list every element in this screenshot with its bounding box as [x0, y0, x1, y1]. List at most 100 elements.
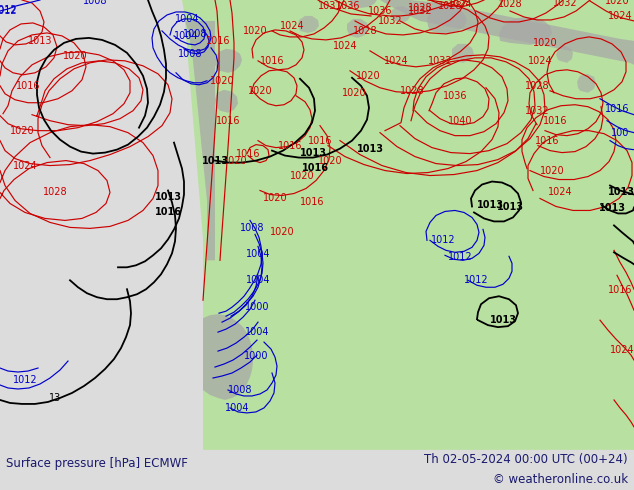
Text: 1028: 1028 [408, 3, 432, 13]
Text: 1012: 1012 [463, 275, 488, 285]
Text: 1012: 1012 [448, 252, 472, 262]
Text: Surface pressure [hPa] ECMWF: Surface pressure [hPa] ECMWF [6, 457, 188, 470]
Text: 1024: 1024 [384, 56, 408, 66]
Text: 1013: 1013 [598, 203, 626, 214]
Text: 1012: 1012 [430, 235, 455, 245]
Text: 1016: 1016 [216, 116, 240, 125]
Polygon shape [203, 314, 253, 400]
Text: 1004: 1004 [175, 14, 199, 24]
Text: 1000: 1000 [243, 351, 268, 361]
Text: 1020: 1020 [210, 76, 235, 86]
Text: 1013: 1013 [496, 202, 524, 213]
Text: 1024: 1024 [610, 345, 634, 355]
Text: 1016: 1016 [260, 56, 284, 66]
Text: 1020: 1020 [223, 156, 247, 166]
Text: 1004: 1004 [224, 403, 249, 413]
Text: 1020: 1020 [342, 88, 366, 98]
Text: 1008: 1008 [183, 29, 207, 39]
Text: 1016: 1016 [534, 136, 559, 146]
Polygon shape [452, 44, 474, 63]
Polygon shape [347, 19, 369, 38]
Text: 1016: 1016 [155, 207, 181, 218]
Text: 1004: 1004 [245, 327, 269, 337]
Text: 1020: 1020 [533, 38, 557, 48]
Text: 1024: 1024 [13, 161, 37, 171]
Text: 1004: 1004 [246, 249, 270, 259]
Text: 1020: 1020 [540, 166, 564, 175]
Text: 1032: 1032 [428, 56, 452, 66]
Text: 1013: 1013 [607, 188, 634, 197]
Text: 1031: 1031 [318, 1, 342, 11]
Polygon shape [298, 16, 319, 33]
Text: 1024: 1024 [527, 56, 552, 66]
Text: 1012: 1012 [0, 5, 17, 15]
Text: 1032: 1032 [378, 16, 403, 26]
Text: 1032: 1032 [525, 106, 549, 116]
Text: 1024: 1024 [333, 41, 358, 51]
Text: 1020: 1020 [269, 227, 294, 237]
Text: 100: 100 [611, 128, 629, 138]
Text: 1013: 1013 [155, 193, 181, 202]
Text: 1012: 1012 [0, 6, 17, 16]
Text: 1016: 1016 [605, 104, 630, 114]
Text: 1024: 1024 [448, 0, 472, 9]
Text: 1004: 1004 [174, 31, 198, 41]
Text: © weatheronline.co.uk: © weatheronline.co.uk [493, 473, 628, 487]
Text: 1028: 1028 [437, 1, 462, 11]
Text: 1020: 1020 [605, 0, 630, 6]
Text: 1036: 1036 [336, 1, 360, 11]
Text: 1012: 1012 [13, 375, 37, 385]
Text: 1020: 1020 [63, 51, 87, 61]
Text: 1024: 1024 [548, 188, 573, 197]
Text: 1040: 1040 [448, 116, 472, 125]
Text: 1024: 1024 [280, 21, 304, 31]
Text: 1008: 1008 [228, 385, 252, 395]
Polygon shape [427, 6, 467, 33]
Text: 1008: 1008 [240, 223, 264, 233]
Text: 1016: 1016 [608, 285, 632, 295]
Polygon shape [499, 17, 552, 45]
Text: 1020: 1020 [356, 71, 380, 81]
Text: 1013: 1013 [489, 315, 517, 325]
Polygon shape [380, 0, 634, 65]
Text: 1032: 1032 [408, 6, 432, 16]
Text: 1036: 1036 [443, 91, 467, 101]
Polygon shape [182, 0, 634, 450]
Text: 1016: 1016 [206, 36, 230, 46]
Text: 1020: 1020 [318, 156, 342, 166]
Text: Th 02-05-2024 00:00 UTC (00+24): Th 02-05-2024 00:00 UTC (00+24) [424, 453, 628, 466]
Text: 1020: 1020 [290, 171, 314, 180]
Text: 1016: 1016 [300, 197, 324, 207]
Polygon shape [391, 6, 411, 23]
Text: 1016: 1016 [278, 141, 302, 150]
Text: 1004: 1004 [246, 275, 270, 285]
Text: 1028: 1028 [353, 26, 377, 36]
Text: 1013: 1013 [202, 156, 228, 166]
Text: 1013: 1013 [356, 144, 384, 153]
Text: 1016: 1016 [16, 81, 40, 91]
Text: 1020: 1020 [248, 86, 273, 96]
Text: 1020: 1020 [243, 26, 268, 36]
Text: 1013: 1013 [28, 36, 52, 46]
Text: 13: 13 [49, 393, 61, 403]
Text: 1013: 1013 [477, 200, 503, 211]
Polygon shape [350, 0, 377, 8]
Text: 1028: 1028 [498, 0, 522, 9]
Text: 1013: 1013 [299, 147, 327, 158]
Text: 1020: 1020 [10, 125, 34, 136]
Text: 1016: 1016 [307, 136, 332, 146]
Text: 1036: 1036 [368, 6, 392, 16]
Polygon shape [556, 46, 573, 63]
Text: 1028: 1028 [42, 188, 67, 197]
Text: 1020: 1020 [262, 194, 287, 203]
Text: 1024: 1024 [607, 11, 632, 21]
Polygon shape [215, 90, 238, 113]
Polygon shape [577, 74, 596, 93]
Text: 1016: 1016 [543, 116, 567, 125]
Text: 1028: 1028 [525, 81, 549, 91]
Text: 1016: 1016 [302, 163, 328, 172]
Text: 1032: 1032 [553, 0, 578, 8]
Text: 1028: 1028 [399, 86, 424, 96]
Polygon shape [215, 49, 242, 73]
Text: 1008: 1008 [83, 0, 107, 6]
